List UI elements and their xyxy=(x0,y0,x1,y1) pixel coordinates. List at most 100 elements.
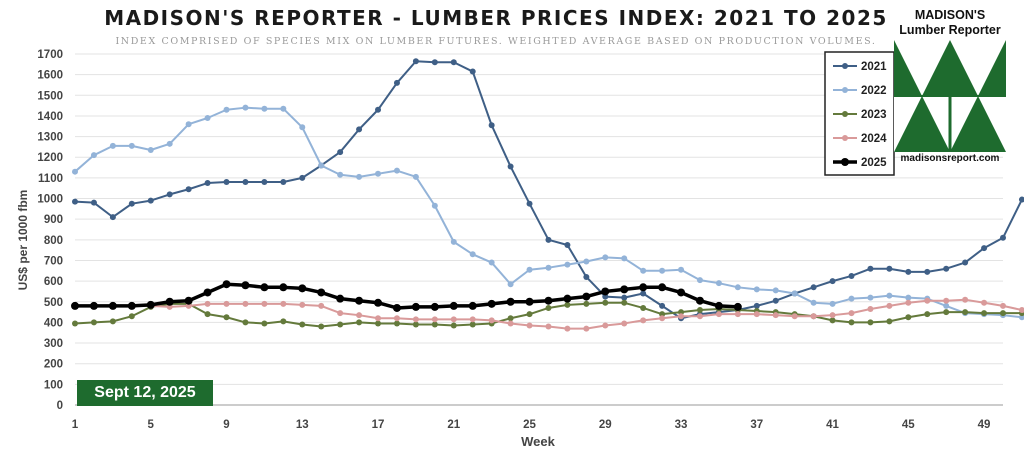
data-point-2021 xyxy=(526,200,533,207)
data-point-2022 xyxy=(696,277,703,284)
data-point-2025 xyxy=(222,280,231,289)
data-point-2024 xyxy=(905,299,912,306)
data-point-2023 xyxy=(1000,310,1006,317)
data-point-2022 xyxy=(526,266,533,273)
y-tick-label: 200 xyxy=(44,359,63,371)
data-point-2021 xyxy=(943,265,950,272)
data-point-2024 xyxy=(734,311,741,318)
data-point-2021 xyxy=(337,149,344,156)
data-point-2023 xyxy=(356,319,363,326)
series-lines xyxy=(71,58,1024,332)
data-point-2024 xyxy=(829,312,836,319)
data-point-2024 xyxy=(564,325,571,332)
data-point-2023 xyxy=(72,320,78,327)
y-tick-label: 300 xyxy=(44,338,63,350)
legend-marker-2023 xyxy=(842,111,848,117)
data-point-2022 xyxy=(242,104,249,111)
data-point-2023 xyxy=(431,321,438,328)
data-point-2025 xyxy=(298,284,307,293)
madisons-logo: MADISON'S Lumber Reporter madisonsreport… xyxy=(894,8,1006,166)
data-point-2023 xyxy=(640,304,647,311)
y-tick-label: 1200 xyxy=(37,152,63,164)
data-point-2025 xyxy=(658,283,667,292)
legend: 2021 2022 2023 2024 2025 xyxy=(824,51,895,176)
x-axis-tick-labels: 1 5 9 13 17 21 25 29 33 37 41 45 49 xyxy=(72,419,991,431)
data-point-2025 xyxy=(677,288,686,297)
data-point-2025 xyxy=(374,298,383,307)
data-point-2025 xyxy=(449,301,458,310)
x-tick-label: 29 xyxy=(599,419,612,431)
data-point-2021 xyxy=(431,59,438,66)
data-point-2022 xyxy=(337,171,344,178)
data-point-2022 xyxy=(431,202,438,209)
data-point-2024 xyxy=(337,310,344,317)
data-point-2023 xyxy=(242,319,249,326)
data-point-2022 xyxy=(299,124,306,131)
data-point-2021 xyxy=(564,241,571,248)
legend-label-2023: 2023 xyxy=(861,109,887,121)
y-tick-label: 800 xyxy=(44,235,63,247)
series-2025 xyxy=(71,280,742,312)
data-point-2023 xyxy=(318,323,325,330)
data-point-2022 xyxy=(810,299,817,306)
x-tick-label: 37 xyxy=(750,419,763,431)
data-point-2024 xyxy=(715,311,722,318)
data-point-2021 xyxy=(223,179,230,186)
data-point-2021 xyxy=(886,265,893,272)
data-point-2023 xyxy=(867,319,874,326)
y-tick-label: 1500 xyxy=(37,90,63,102)
x-tick-label: 41 xyxy=(826,419,839,431)
data-point-2022 xyxy=(318,162,325,169)
data-point-2023 xyxy=(621,299,628,306)
y-tick-label: 500 xyxy=(44,297,63,309)
y-axis-tick-labels: 0 100 200 300 400 500 600 700 800 900 1000 1100 1200… xyxy=(37,49,63,412)
data-point-2023 xyxy=(848,319,855,326)
data-point-2024 xyxy=(867,305,874,312)
data-point-2023 xyxy=(128,313,135,320)
data-point-2025 xyxy=(71,301,79,310)
data-point-2023 xyxy=(545,304,552,311)
data-point-2021 xyxy=(659,302,666,309)
data-point-2024 xyxy=(981,299,988,306)
x-tick-label: 9 xyxy=(223,419,229,431)
data-point-2022 xyxy=(886,292,893,299)
data-point-2024 xyxy=(1018,307,1024,314)
y-axis-label: US$ per 1000 fbm xyxy=(16,190,30,291)
data-point-2021 xyxy=(90,199,97,206)
data-point-2024 xyxy=(261,300,268,307)
data-point-2021 xyxy=(1000,234,1006,241)
logo-brand-subtitle: Lumber Reporter xyxy=(899,23,1001,37)
data-point-2021 xyxy=(375,106,382,113)
data-point-2022 xyxy=(829,300,836,307)
data-point-2023 xyxy=(696,307,703,314)
data-point-2022 xyxy=(412,173,419,180)
data-point-2023 xyxy=(204,311,211,318)
data-point-2022 xyxy=(450,238,457,245)
data-point-2021 xyxy=(810,284,817,291)
data-point-2023 xyxy=(223,314,230,321)
data-point-2021 xyxy=(166,191,173,198)
data-point-2022 xyxy=(204,115,211,122)
data-point-2022 xyxy=(621,255,628,262)
data-point-2024 xyxy=(696,313,703,320)
data-point-2022 xyxy=(356,173,363,180)
data-point-2022 xyxy=(678,266,685,273)
data-point-2022 xyxy=(564,261,571,268)
data-point-2024 xyxy=(223,300,230,307)
data-point-2025 xyxy=(695,296,704,305)
legend-label-2022: 2022 xyxy=(861,85,887,97)
data-point-2025 xyxy=(392,303,401,312)
grid-lines xyxy=(75,53,1003,406)
series-2021 xyxy=(72,58,1024,322)
data-point-2025 xyxy=(336,294,345,303)
data-point-2023 xyxy=(659,311,666,318)
data-point-2023 xyxy=(583,300,590,307)
data-point-2022 xyxy=(640,267,647,274)
y-tick-label: 600 xyxy=(44,276,63,288)
logo-brand-name: MADISON'S xyxy=(914,8,986,22)
data-point-2022 xyxy=(772,287,779,294)
data-point-2022 xyxy=(905,294,912,301)
data-point-2022 xyxy=(867,294,874,301)
data-point-2025 xyxy=(430,302,439,311)
